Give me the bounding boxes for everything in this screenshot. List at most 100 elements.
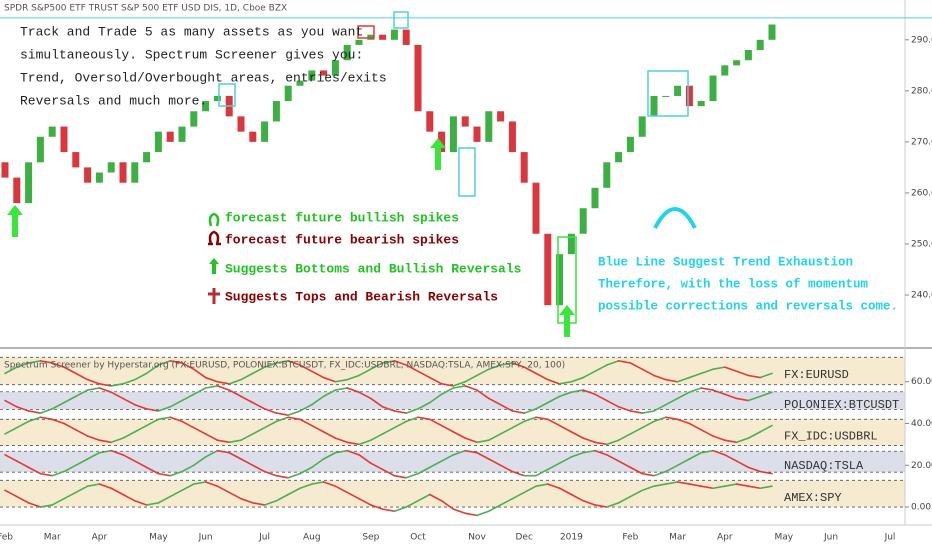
oscillator-segment xyxy=(86,451,101,460)
oscillator-segment xyxy=(181,362,195,371)
oscillator-segment xyxy=(653,416,667,423)
candle xyxy=(1,162,9,178)
y-tick-label: 0.00 xyxy=(911,503,931,513)
legend-entry: forecast future bearish spikes xyxy=(225,232,459,247)
oscillator-segment xyxy=(558,487,573,496)
candle xyxy=(249,131,257,142)
oscillator-segment xyxy=(511,420,526,429)
oscillator-segment xyxy=(499,426,514,435)
oscillator-segment xyxy=(723,483,738,487)
oscillator-segment xyxy=(664,416,679,421)
oscillator-segment xyxy=(535,372,549,381)
y-tick-label: 290.00 xyxy=(911,35,932,45)
oscillator-segment xyxy=(86,483,101,487)
oscillator-segment xyxy=(594,393,608,402)
oscillator-segment xyxy=(393,360,408,366)
oscillator-segment xyxy=(134,499,148,506)
oscillator-segment xyxy=(617,495,632,504)
oscillator-segment xyxy=(275,412,290,416)
y-tick-label: 270.00 xyxy=(911,137,932,147)
oscillator-segment xyxy=(145,408,160,412)
candle xyxy=(143,152,151,163)
oscillator-segment xyxy=(299,403,313,412)
oscillator-segment xyxy=(499,362,514,366)
oscillator-segment xyxy=(252,426,266,435)
oscillator-segment xyxy=(535,468,549,477)
x-tick-label: Sep xyxy=(362,533,379,543)
oscillator-segment xyxy=(193,456,207,467)
oscillator-segment xyxy=(546,483,561,490)
candle xyxy=(119,162,127,183)
candle xyxy=(213,95,221,102)
oscillator-segment xyxy=(110,437,124,444)
oscillator-segment xyxy=(98,383,112,387)
oscillator-segment xyxy=(86,435,101,442)
oscillator-segment xyxy=(204,385,219,389)
oscillator-segment xyxy=(735,437,750,444)
oscillator-segment xyxy=(51,362,65,368)
candle xyxy=(379,34,387,40)
oscillator-segment xyxy=(759,470,773,475)
oscillator-segment xyxy=(523,408,537,414)
signal-box xyxy=(557,236,577,324)
oscillator-segment xyxy=(617,460,632,469)
oscillator-segment xyxy=(712,389,726,396)
oscillator-segment xyxy=(558,391,573,398)
oscillator-segment xyxy=(747,395,762,402)
oscillator-segment xyxy=(417,466,431,475)
oscillator-segment xyxy=(582,370,596,379)
oscillator-segment xyxy=(75,458,89,467)
x-tick-label: May xyxy=(149,533,168,543)
oscillator-segment xyxy=(582,449,596,454)
oscillator-segment xyxy=(63,422,77,431)
oscillator-segment xyxy=(263,408,278,414)
oscillator-segment xyxy=(134,372,148,381)
candle xyxy=(190,111,198,127)
oscillator-segment xyxy=(252,366,266,375)
oscillator-segment xyxy=(346,374,360,381)
oscillator-segment xyxy=(381,508,396,513)
series-label: NASDAQ:TSLA xyxy=(784,459,864,473)
candle xyxy=(131,162,139,183)
oscillator-segment xyxy=(605,399,620,408)
oscillator-segment xyxy=(299,483,313,490)
oscillator-segment xyxy=(145,466,160,475)
oscillator-segment xyxy=(582,499,596,506)
oscillator-segment xyxy=(676,418,691,425)
oscillator-segment xyxy=(664,481,679,485)
oscillator-segment xyxy=(15,460,30,469)
oscillator-segment xyxy=(523,366,537,375)
oscillator-segment xyxy=(216,385,230,391)
oscillator-segment xyxy=(275,360,290,364)
candle xyxy=(36,136,44,163)
oscillator-segment xyxy=(287,472,301,479)
oscillator-segment xyxy=(405,364,419,373)
candle xyxy=(497,111,505,122)
oscillator-segment xyxy=(476,451,490,460)
oscillator-segment xyxy=(4,399,18,408)
oscillator-segment xyxy=(75,485,89,494)
oscillator-segment xyxy=(594,441,608,446)
oscillator-segment xyxy=(358,454,372,464)
oscillator-segment xyxy=(381,406,396,412)
x-tick-label: 2019 xyxy=(560,533,583,543)
oscillator-segment xyxy=(240,372,254,381)
oscillator-segment xyxy=(653,374,667,381)
oscillator-segment xyxy=(216,439,230,444)
oscillator-segment xyxy=(381,360,396,364)
oscillator-segment xyxy=(51,401,65,410)
x-tick-label: Mar xyxy=(44,533,61,543)
oscillator-segment xyxy=(169,416,183,423)
y-tick-label: 240.00 xyxy=(911,290,932,300)
oscillator-segment xyxy=(346,387,360,393)
oscillator-segment xyxy=(464,385,478,391)
oscillator-segment xyxy=(216,485,230,494)
oscillator-segment xyxy=(263,362,278,368)
candle xyxy=(438,131,446,153)
x-tick-label: Jul xyxy=(884,533,896,543)
oscillator-segment xyxy=(27,466,42,475)
candle xyxy=(638,116,646,137)
oscillator-segment xyxy=(440,499,455,510)
oscillator-segment xyxy=(535,483,549,487)
